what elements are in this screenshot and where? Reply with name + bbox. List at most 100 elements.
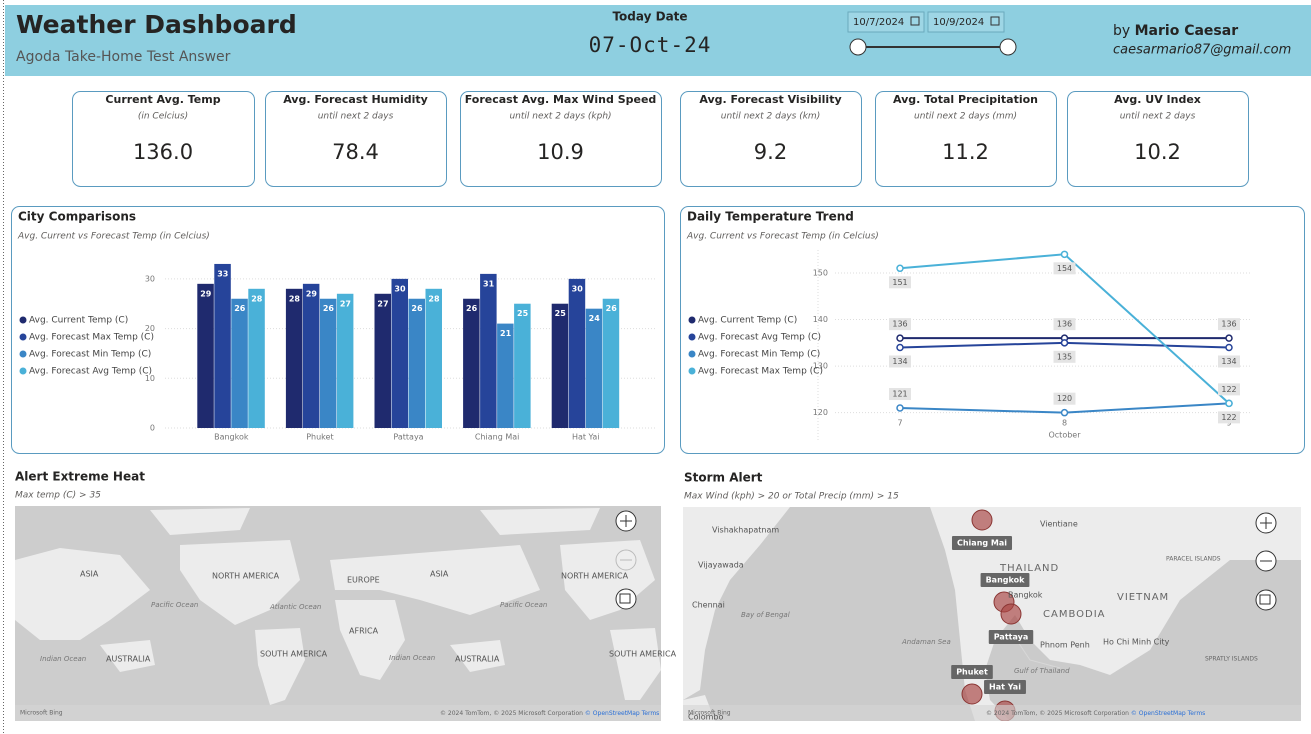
map-label: Chennai [692, 601, 725, 610]
legend-marker [688, 367, 696, 375]
author-line: by Mario Caesar [1113, 23, 1238, 39]
map-label: Bangkok [1008, 591, 1043, 600]
bar [248, 288, 265, 428]
bar [391, 278, 408, 428]
attribution-bar [15, 705, 661, 721]
kpi-title: Forecast Avg. Max Wind Speed [465, 93, 657, 106]
alert-bubble[interactable] [971, 509, 993, 531]
line-point [896, 343, 904, 352]
calendar-icon[interactable] [990, 16, 1000, 26]
header-band [5, 5, 1311, 76]
bar-value-label: 31 [483, 279, 495, 288]
city-callout-box [951, 536, 1013, 550]
bar [374, 293, 391, 428]
select-tool[interactable] [615, 588, 637, 610]
legend-marker [19, 350, 27, 358]
select-icon[interactable] [1259, 594, 1271, 605]
map-attribution: © 2024 TomTom, © 2025 Microsoft Corporat… [986, 710, 1205, 717]
data-label-box [889, 388, 911, 401]
map-label: Vishakhapatnam [712, 526, 779, 535]
bar-value-label: 27 [340, 299, 351, 308]
kpi-subtitle: until next 2 days (mm) [914, 112, 1017, 122]
slider-handle[interactable] [999, 38, 1017, 56]
bar [408, 298, 425, 428]
x-tick-label: Pattaya [393, 433, 423, 442]
date-start[interactable]: 10/7/2024 [853, 17, 904, 28]
bar-value-label: 26 [411, 304, 423, 313]
x-tick-label: Phuket [306, 433, 333, 442]
data-label-box [1053, 262, 1076, 275]
legend-marker [688, 316, 696, 324]
city-callout: Phuket [956, 668, 988, 677]
select-icon[interactable] [619, 593, 631, 604]
attribution-bar [683, 705, 1301, 721]
legend-marker [19, 367, 27, 375]
kpi-title: Current Avg. Temp [105, 93, 220, 106]
x-tick-label: 7 [897, 419, 902, 428]
alert-bubble[interactable] [961, 683, 983, 705]
kpi-value: 9.2 [754, 140, 787, 164]
map-label: Atlantic Ocean [269, 603, 321, 611]
legend-marker [688, 350, 696, 358]
x-axis-label: October [1048, 431, 1081, 440]
bar-value-label: 27 [377, 299, 388, 308]
data-label-box [1218, 318, 1240, 331]
dashboard-title: Weather Dashboard [16, 10, 297, 39]
bar [497, 323, 514, 428]
line-point [1060, 339, 1069, 347]
kpi-value: 136.0 [133, 140, 193, 164]
zoom-in-icon[interactable] [620, 515, 632, 527]
map-label: Bay of Bengal [741, 611, 790, 619]
map-label: Vientiane [1040, 520, 1078, 529]
kpi-card [265, 91, 447, 187]
kpi-card [1067, 91, 1249, 187]
map-label: CAMBODIA [1043, 609, 1106, 620]
data-label: 151 [892, 278, 907, 287]
bar-value-label: 21 [500, 329, 512, 338]
map-credit: Microsoft Bing [20, 710, 63, 717]
date-end-box[interactable] [927, 11, 1005, 33]
bar [602, 298, 620, 428]
bar [214, 263, 231, 428]
data-label: 122 [1221, 413, 1236, 422]
map-label: THAILAND [999, 563, 1059, 574]
bar-value-label: 26 [466, 304, 478, 313]
terms-link[interactable]: Terms [1187, 710, 1206, 717]
map-attribution: © 2024 TomTom, © 2025 Microsoft Corporat… [440, 710, 659, 717]
map-label: Indian Ocean [389, 654, 435, 662]
osm-link[interactable]: © OpenStreetMap [1131, 710, 1186, 717]
city-callout-box [951, 665, 993, 679]
map-label: Vijayawada [698, 561, 744, 570]
select-tool[interactable] [1255, 589, 1277, 611]
bar [585, 308, 603, 428]
x-tick-label: 8 [1062, 419, 1067, 428]
map-label: AFRICA [349, 627, 379, 636]
data-label: 120 [1057, 394, 1072, 403]
date-end[interactable]: 10/9/2024 [933, 17, 984, 28]
kpi-subtitle: until next 2 days (km) [721, 112, 820, 122]
kpi-subtitle: (in Celcius) [138, 112, 188, 122]
map-label: PARACEL ISLANDS [1166, 556, 1221, 563]
slider-handle[interactable] [849, 38, 867, 56]
data-label: 136 [892, 320, 907, 329]
map-subtitle: Max temp (C) > 35 [15, 491, 101, 501]
y-tick-label: 20 [145, 324, 155, 333]
osm-link[interactable]: © OpenStreetMap [585, 710, 640, 717]
bar [197, 283, 214, 428]
bar [285, 288, 303, 428]
kpi-title: Avg. Forecast Humidity [283, 93, 428, 106]
terms-link[interactable]: Terms [641, 710, 660, 717]
calendar-icon[interactable] [910, 16, 920, 26]
alert-bubble[interactable] [1000, 603, 1022, 625]
map-label: Colombo [688, 713, 723, 722]
zoom-in-icon[interactable] [1260, 517, 1272, 529]
world-map[interactable] [15, 506, 661, 721]
date-start-box[interactable] [847, 11, 925, 33]
map-label: Gulf of Thailand [1014, 667, 1070, 675]
bar [336, 293, 354, 428]
legend-label: Avg. Forecast Avg Temp (C) [29, 367, 152, 377]
dashboard-subtitle: Agoda Take-Home Test Answer [16, 49, 231, 65]
city-callout-box [984, 680, 1026, 694]
bar-value-label: 29 [306, 289, 318, 298]
legend-label: Avg. Current Temp (C) [698, 316, 797, 326]
